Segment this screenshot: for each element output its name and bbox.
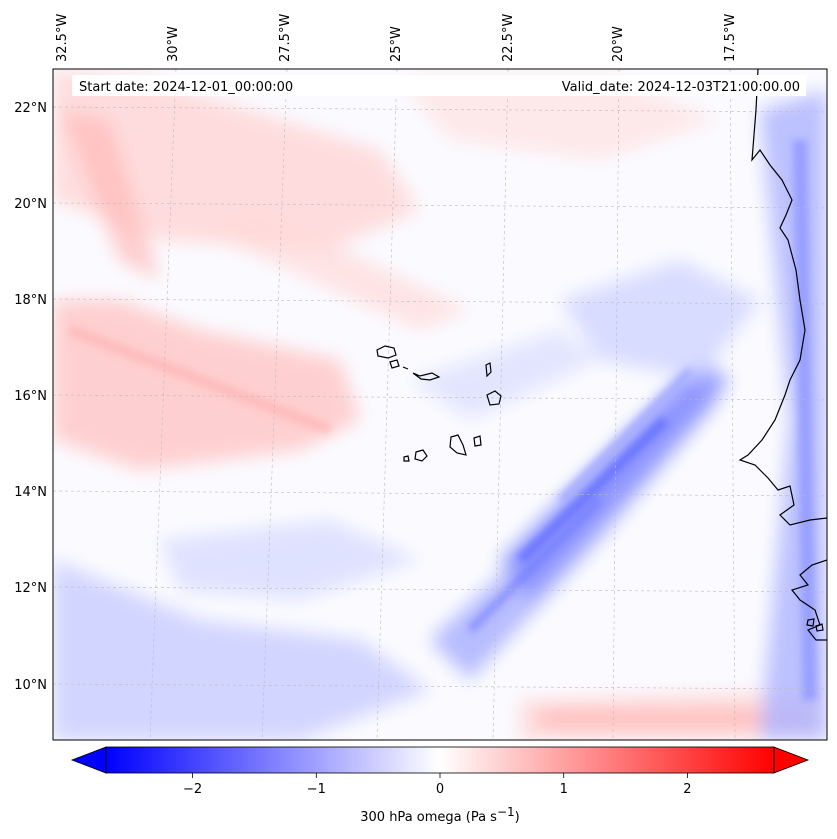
- island-sao-vicente: [389, 359, 400, 369]
- island-brava: [403, 455, 410, 462]
- colorbar-label-unit-exponent: −1: [497, 805, 515, 819]
- colorbar-label-close: ): [515, 810, 520, 825]
- colorbar: −2 −1 0 1 2 300 hPa omega (Pa s−1): [70, 746, 810, 825]
- lat-label: 14°N: [14, 485, 47, 500]
- lat-label: 16°N: [14, 389, 47, 404]
- colorbar-gradient: [106, 747, 774, 773]
- omega-shading: [53, 70, 827, 740]
- lon-label: 32.5°W: [55, 14, 70, 62]
- latitude-labels: 22°N 20°N 18°N 16°N 14°N 12°N 10°N: [14, 101, 47, 693]
- lon-label: 22.5°W: [501, 14, 516, 62]
- bijagos-islands: [806, 618, 824, 632]
- island-boa-vista: [486, 390, 502, 406]
- colorbar-ticks: −2 −1 0 1 2: [183, 773, 692, 797]
- colorbar-tick-label: 2: [683, 782, 691, 797]
- lat-label: 20°N: [14, 197, 47, 212]
- colorbar-tick-label: −2: [183, 782, 202, 797]
- omega-streaks: [68, 139, 817, 701]
- map-panel: Start date: 2024-12-01_00:00:00 Valid_da…: [52, 68, 828, 741]
- island-santa-luzia: [402, 366, 409, 370]
- start-date-label: Start date: 2024-12-01_00:00:00: [79, 80, 293, 95]
- island-fogo: [414, 449, 428, 462]
- colorbar-tick-label: 0: [436, 782, 444, 797]
- lon-label: 30°W: [166, 26, 181, 62]
- lon-label: 27.5°W: [278, 14, 293, 62]
- valid-date-label: Valid_date: 2024-12-03T21:00:00.00: [562, 80, 800, 95]
- map-frame: [52, 68, 828, 741]
- lat-label: 22°N: [14, 101, 47, 116]
- lat-label: 18°N: [14, 293, 47, 308]
- colorbar-min-extend: [70, 746, 107, 774]
- longitude-labels: 32.5°W 30°W 27.5°W 25°W 22.5°W 20°W 17.5…: [55, 14, 738, 62]
- colorbar-label: 300 hPa omega (Pa s−1): [360, 805, 519, 825]
- island-santiago: [449, 434, 467, 456]
- colorbar-label-main: 300 hPa omega (Pa s: [360, 810, 497, 825]
- island-sal: [485, 362, 492, 378]
- colorbar-max-extend: [773, 746, 810, 774]
- island-sao-nicolau: [412, 372, 441, 381]
- colorbar-tick-label: 1: [560, 782, 568, 797]
- island-santo-antao: [376, 345, 397, 359]
- lat-label: 12°N: [14, 581, 47, 596]
- lon-label: 20°W: [611, 26, 626, 62]
- date-label-box: [72, 75, 806, 96]
- island-maio: [473, 435, 482, 447]
- colorbar-tick-label: −1: [307, 782, 326, 797]
- lat-label: 10°N: [14, 678, 47, 693]
- gridlines: [52, 68, 828, 741]
- omega-field: [53, 70, 827, 740]
- africa-coastline: [738, 69, 827, 526]
- lon-label: 25°W: [389, 26, 404, 62]
- africa-coastline-south: [790, 559, 827, 641]
- coastlines: [376, 69, 827, 641]
- lon-label: 17.5°W: [723, 14, 738, 62]
